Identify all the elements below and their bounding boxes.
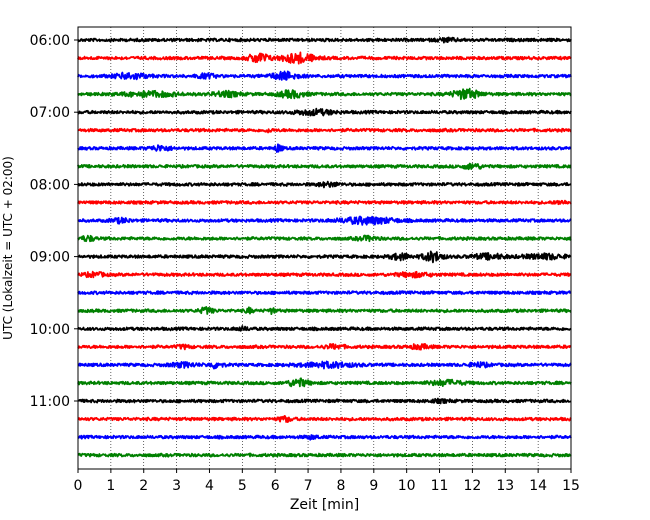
trace-1000 [77, 325, 572, 332]
x-tick-label: 5 [238, 478, 247, 494]
trace-0915 [77, 270, 572, 279]
trace-0700 [77, 107, 572, 117]
x-tick-label: 1 [106, 478, 115, 494]
traces-group [77, 36, 572, 458]
trace-1045 [77, 377, 572, 388]
y-tick-label: 08:00 [30, 177, 70, 193]
trace-1100 [77, 397, 572, 405]
x-tick-label: 9 [369, 478, 378, 494]
trace-0645 [77, 87, 572, 101]
y-tick-label: 07:00 [30, 105, 70, 121]
trace-0900 [77, 250, 572, 264]
y-tick-label: 09:00 [30, 250, 70, 266]
trace-0930 [77, 290, 572, 296]
x-tick-label: 15 [562, 478, 580, 494]
trace-1115 [77, 415, 572, 423]
y-tick-label: 10:00 [30, 322, 70, 338]
trace-0745 [77, 162, 572, 171]
x-tick-label: 7 [304, 478, 313, 494]
x-axis-title: Zeit [min] [290, 497, 359, 513]
x-tick-label: 12 [463, 478, 481, 494]
x-tick-label: 11 [431, 478, 449, 494]
trace-0945 [77, 306, 572, 316]
y-axis-ticks: 06:00 07:00 08:00 09:00 10:00 11:00 [30, 33, 78, 410]
x-tick-label: 10 [398, 478, 416, 494]
trace-0830 [77, 215, 572, 226]
x-tick-label: 0 [74, 478, 83, 494]
x-tick-label: 2 [139, 478, 148, 494]
x-tick-label: 4 [205, 478, 214, 494]
trace-0730 [77, 143, 572, 153]
trace-0600 [77, 36, 572, 44]
y-tick-label: 06:00 [30, 33, 70, 49]
trace-0630 [77, 70, 572, 81]
plot-frame-background [78, 27, 571, 469]
x-tick-label: 13 [496, 478, 514, 494]
y-axis-title: UTC (Lokalzeit = UTC + 02:00) [1, 156, 15, 340]
x-tick-label: 3 [172, 478, 181, 494]
trace-0845 [77, 234, 572, 243]
trace-1130 [77, 434, 572, 441]
plot-frame [77, 26, 572, 470]
trace-0715 [77, 127, 572, 134]
trace-1015 [77, 343, 572, 351]
x-tick-label: 8 [336, 478, 345, 494]
trace-1030 [77, 360, 572, 370]
x-tick-label: 6 [271, 478, 280, 494]
trace-0615 [77, 51, 572, 65]
trace-1145 [77, 452, 572, 458]
trace-0815 [77, 199, 572, 206]
y-tick-label: 11:00 [30, 394, 70, 410]
x-tick-label: 14 [529, 478, 547, 494]
x-axis-ticks: 0 1 2 3 4 5 6 7 8 9 10 11 12 13 14 15 [74, 469, 580, 494]
trace-0800 [77, 180, 572, 189]
